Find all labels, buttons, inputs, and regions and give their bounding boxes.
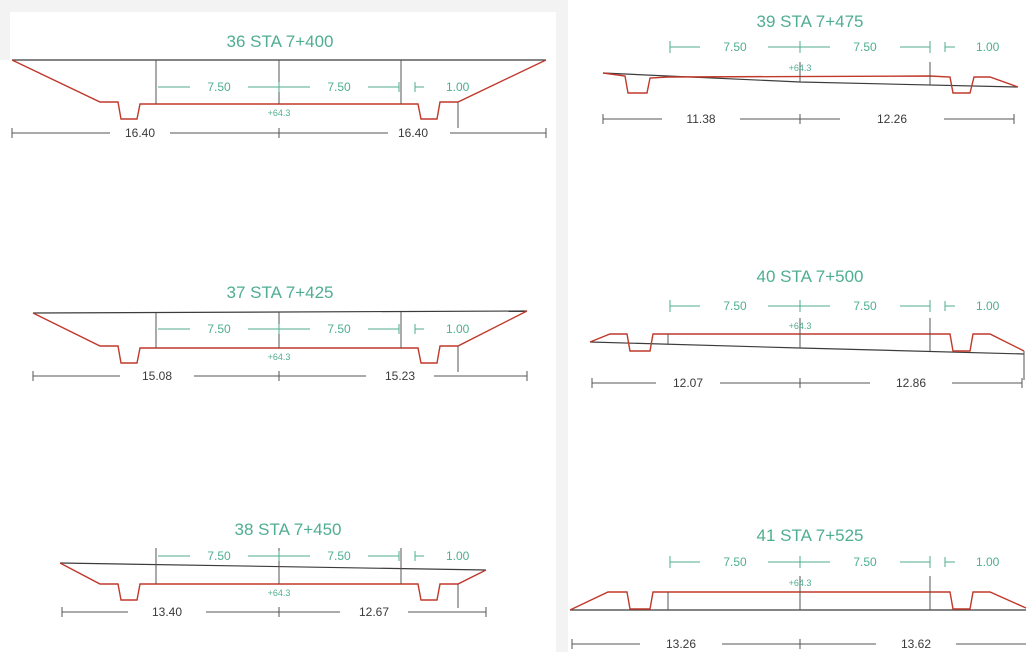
background-pane [0, 0, 10, 60]
offset-dimension: 16.40 16.40 [11, 126, 547, 140]
lane-width-right: 7.50 [853, 40, 877, 54]
shoulder-width: 1.00 [446, 80, 470, 94]
lane-width-left: 7.50 [207, 322, 231, 336]
section-40: 40 STA 7+500 7.50 7.50 1.00 +64.3 12.07 … [589, 267, 1025, 390]
section-36: 36 STA 7+400 7.50 7.50 1.00 +64.3 16.40 … [11, 32, 547, 140]
lane-width-left: 7.50 [723, 555, 747, 569]
lane-width-left: 7.50 [723, 299, 747, 313]
background-pane [556, 0, 568, 652]
offset-right: 13.62 [901, 637, 931, 651]
background-pane [0, 0, 558, 12]
elevation-label: +64.3 [268, 352, 291, 362]
shoulder-width: 1.00 [976, 299, 1000, 313]
lane-width-right: 7.50 [327, 80, 351, 94]
design-profile [569, 591, 1027, 611]
shoulder-width: 1.00 [976, 555, 1000, 569]
ground-line [59, 562, 487, 571]
offset-dimension: 13.40 12.67 [61, 605, 487, 619]
lane-width-left: 7.50 [207, 549, 231, 563]
shoulder-width: 1.00 [446, 549, 470, 563]
section-title: 40 STA 7+500 [757, 267, 864, 286]
elevation-label: +64.3 [789, 321, 812, 331]
lane-dimension: 7.50 7.50 1.00 [669, 40, 1000, 54]
offset-dimension: 12.07 12.86 [591, 376, 1023, 390]
offset-right: 16.40 [398, 126, 428, 140]
elevation-label: +64.3 [268, 588, 291, 598]
offset-dimension: 13.26 13.62 [571, 637, 1026, 651]
lane-dimension: 7.50 7.50 1.00 [669, 555, 1000, 569]
shoulder-width: 1.00 [976, 40, 1000, 54]
lane-width-right: 7.50 [853, 299, 877, 313]
lane-width-left: 7.50 [207, 80, 231, 94]
lane-dimension: 7.50 7.50 1.00 [158, 322, 470, 336]
ground-line [602, 72, 1019, 88]
section-title: 41 STA 7+525 [757, 526, 864, 545]
section-title: 39 STA 7+475 [757, 12, 864, 31]
offset-right: 12.86 [896, 376, 926, 390]
section-41: 41 STA 7+525 7.50 7.50 1.00 +64.3 13.26 … [569, 526, 1027, 651]
section-title: 36 STA 7+400 [227, 32, 334, 51]
lane-dimension: 7.50 7.50 1.00 [158, 80, 470, 94]
offset-left: 12.07 [673, 376, 703, 390]
elevation-label: +64.3 [789, 578, 812, 588]
offset-dimension: 15.08 15.23 [32, 369, 528, 383]
offset-right: 12.67 [359, 605, 389, 619]
lane-width-left: 7.50 [723, 40, 747, 54]
lane-width-right: 7.50 [327, 549, 351, 563]
offset-right: 12.26 [877, 112, 907, 126]
offset-right: 15.23 [385, 369, 415, 383]
section-title: 38 STA 7+450 [235, 520, 342, 539]
lane-dimension: 7.50 7.50 1.00 [158, 549, 470, 563]
elevation-label: +64.3 [268, 108, 291, 118]
ground-line [32, 310, 528, 314]
offset-left: 13.26 [666, 637, 696, 651]
section-37: 37 STA 7+425 7.50 7.50 1.00 +64.3 15.08 … [32, 283, 528, 383]
lane-dimension: 7.50 7.50 1.00 [669, 299, 1000, 313]
elevation-label: +64.3 [789, 63, 812, 73]
offset-left: 15.08 [142, 369, 172, 383]
lane-width-right: 7.50 [327, 322, 351, 336]
lane-width-right: 7.50 [853, 555, 877, 569]
section-title: 37 STA 7+425 [227, 283, 334, 302]
offset-left: 13.40 [152, 605, 182, 619]
ground-line [589, 341, 1025, 355]
shoulder-width: 1.00 [446, 322, 470, 336]
offset-left: 11.38 [686, 112, 715, 126]
offset-dimension: 11.38 12.26 [602, 112, 1015, 126]
design-profile [589, 333, 1025, 352]
section-39: 39 STA 7+475 7.50 7.50 1.00 +64.3 11.38 … [602, 12, 1019, 126]
offset-left: 16.40 [125, 126, 155, 140]
section-38: 38 STA 7+450 7.50 7.50 1.00 +64.3 13.40 … [59, 520, 487, 619]
